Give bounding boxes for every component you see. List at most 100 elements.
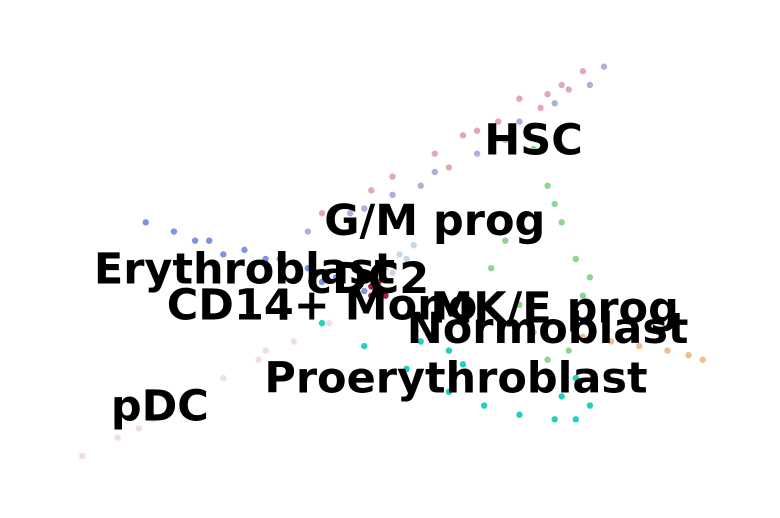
data-point [459,132,467,139]
data-point [403,255,410,263]
data-point [445,347,453,354]
data-point [220,374,227,382]
data-point [361,274,368,281]
data-point [516,301,523,308]
data-point [572,416,579,423]
labels-layer: HSC G/M prog MK/E progNormoblastErythrobla… [94,116,689,432]
data-point [530,365,537,373]
data-point [544,90,551,98]
series-erythroblast [142,219,382,299]
data-point [417,338,424,345]
series-pdc [79,301,368,460]
data-point [318,278,326,286]
data-point [389,173,396,180]
data-point [516,411,523,418]
data-point [149,416,156,423]
data-point [206,237,213,244]
data-point [318,319,326,327]
data-point [318,210,326,217]
cluster-label: cDC2 [306,254,429,304]
data-point [600,63,608,70]
data-point [389,269,396,276]
data-point [685,351,692,359]
data-point [636,342,643,350]
data-point [551,416,558,423]
data-point [488,141,495,148]
data-point [361,342,368,350]
data-point [410,242,417,249]
cluster-label: CD14+ Mono [167,281,478,331]
data-point [459,361,467,368]
data-point [488,264,495,272]
series-proerythroblast [318,319,594,423]
data-point [558,81,565,89]
data-point [537,104,544,112]
cluster-label: Proerythroblast [264,353,647,403]
data-point [79,452,86,460]
data-point [586,274,594,281]
data-point [382,292,389,299]
points-layer [79,63,706,460]
data-point [664,347,671,354]
data-point [389,191,396,199]
data-point [445,164,453,171]
data-point [544,356,551,363]
data-point [241,246,248,254]
data-point [347,210,354,217]
data-point [403,365,410,373]
data-point [551,200,558,208]
cluster-label: Normoblast [407,304,689,354]
series-cdc2 [361,274,389,299]
cluster-label: MK/E prog [430,284,678,334]
data-point [368,283,375,290]
data-point [558,219,565,226]
data-point [572,374,579,382]
data-point [170,228,178,235]
data-point [368,187,375,194]
data-point [142,219,149,226]
data-point [480,402,488,409]
data-point [304,264,312,272]
data-point [361,287,368,295]
data-point [565,347,572,354]
data-point [304,228,312,235]
data-point [135,425,142,432]
data-point [431,150,438,157]
data-point [516,95,523,102]
data-point [579,333,587,341]
data-point [445,388,453,396]
data-point [361,205,368,212]
cluster-label: pDC [111,381,209,431]
cluster-label: G/M prog [324,196,545,246]
data-point [565,86,572,93]
cluster-label: Erythroblast [94,244,395,294]
data-point [417,182,424,189]
data-point [375,278,382,286]
data-point [177,406,185,414]
data-point [332,274,340,281]
data-point [607,338,615,345]
data-point [502,136,509,144]
data-point [431,168,438,176]
data-point [579,292,587,299]
data-point [262,255,269,263]
data-point [375,292,382,299]
data-point [544,182,551,189]
data-point [325,319,333,327]
data-point [530,145,537,153]
data-point [184,393,192,400]
data-point [586,81,594,89]
data-point [255,356,262,363]
data-point [375,287,382,295]
data-point [502,384,509,391]
data-point [699,356,706,363]
data-point [530,329,537,336]
data-point [551,100,558,107]
series-mk-e-prog [488,145,594,363]
data-point [220,251,227,258]
data-point [579,68,587,75]
data-point [262,347,269,354]
data-point [473,150,481,157]
